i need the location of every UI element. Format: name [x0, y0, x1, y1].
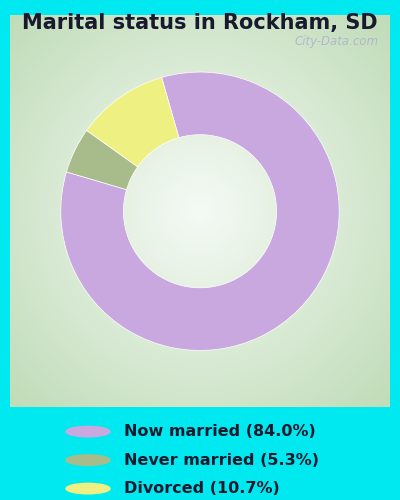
Text: Now married (84.0%): Now married (84.0%): [124, 424, 316, 439]
Text: City-Data.com: City-Data.com: [294, 34, 378, 48]
Circle shape: [66, 426, 110, 437]
Circle shape: [66, 455, 110, 466]
Text: Marital status in Rockham, SD: Marital status in Rockham, SD: [22, 12, 378, 32]
Text: Divorced (10.7%): Divorced (10.7%): [124, 481, 280, 496]
Wedge shape: [61, 72, 339, 350]
Circle shape: [66, 484, 110, 494]
Text: Never married (5.3%): Never married (5.3%): [124, 452, 319, 468]
Wedge shape: [66, 130, 138, 190]
Wedge shape: [87, 78, 179, 167]
